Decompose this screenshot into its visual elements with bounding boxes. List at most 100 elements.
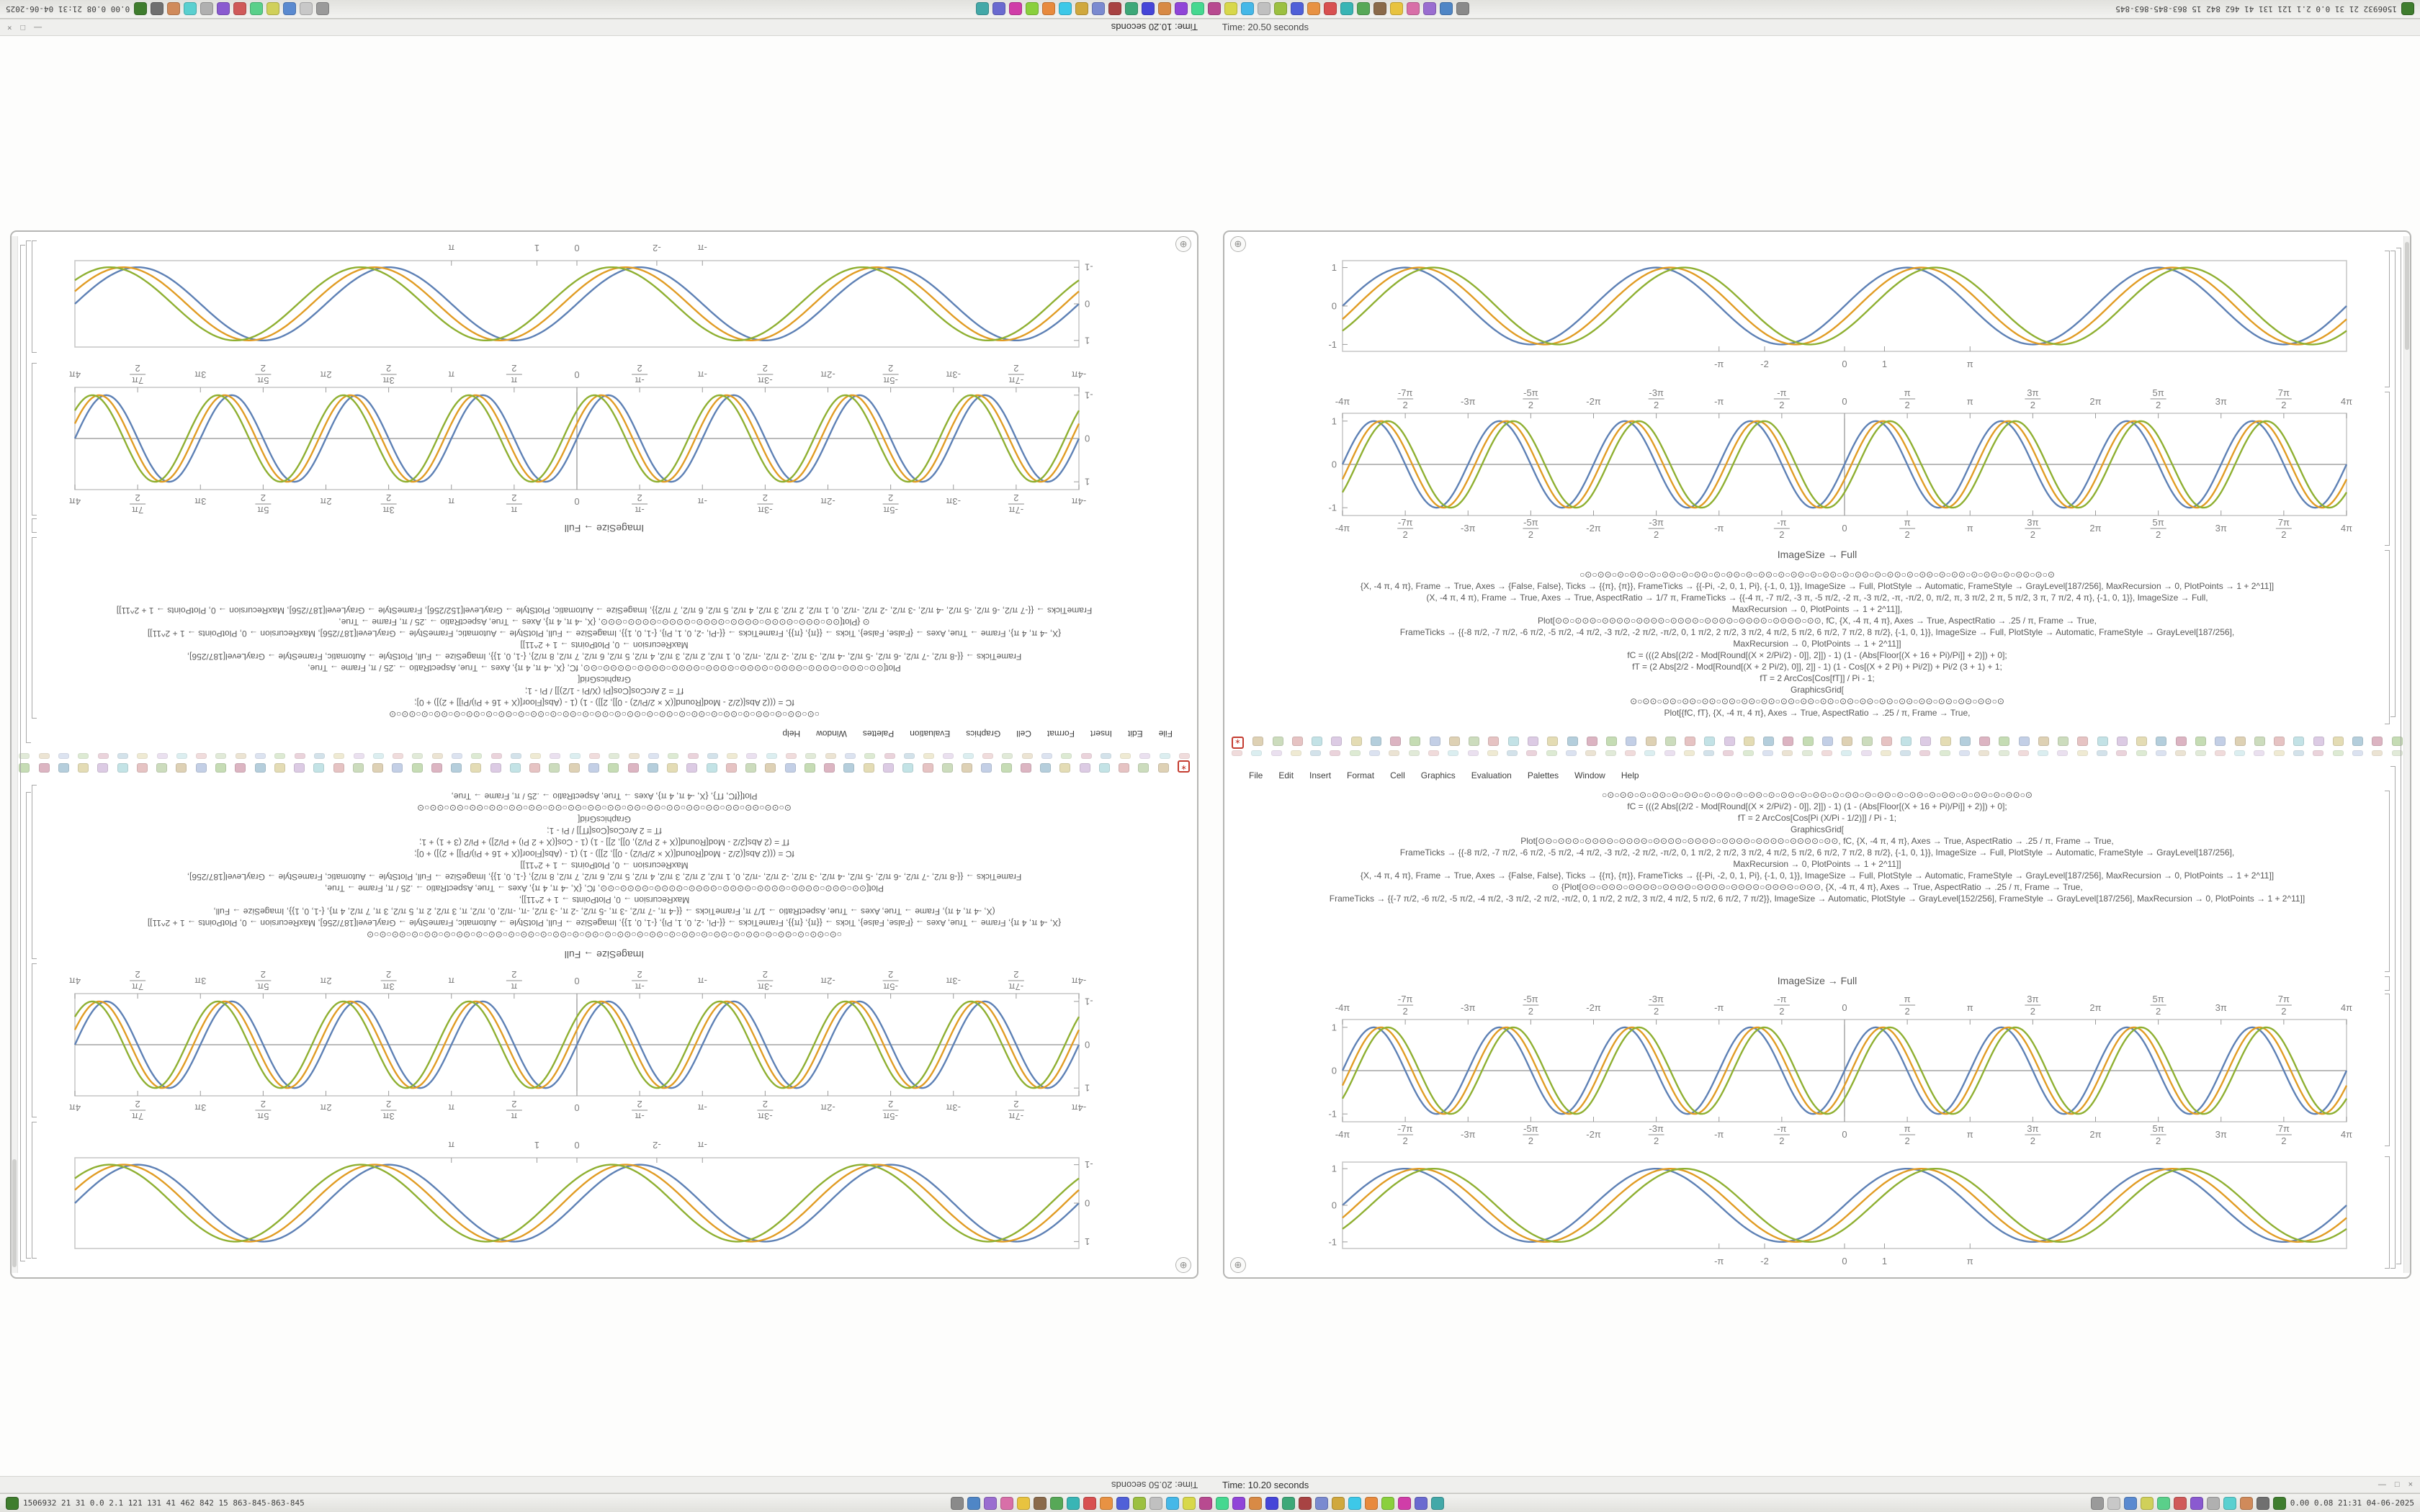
app-icon[interactable] — [2272, 1496, 2286, 1510]
mini-icon[interactable] — [274, 763, 285, 773]
mini-icon[interactable] — [2018, 737, 2030, 746]
mini-icon[interactable] — [1763, 737, 1775, 746]
mini-icon[interactable] — [97, 763, 109, 773]
mini-icon[interactable] — [725, 763, 737, 773]
mini-icon[interactable] — [2057, 750, 2069, 756]
mini-icon[interactable] — [2254, 750, 2265, 756]
app-icon[interactable] — [1108, 2, 1121, 16]
mini-icon[interactable] — [1100, 753, 1111, 759]
mini-icon[interactable] — [471, 753, 483, 759]
cell-bracket[interactable] — [2385, 392, 2390, 546]
mini-icon[interactable] — [529, 763, 541, 773]
mini-icon[interactable] — [412, 753, 424, 759]
mini-icon[interactable] — [1488, 737, 1500, 746]
app-icon[interactable] — [1340, 2, 1353, 16]
mini-icon[interactable] — [1331, 737, 1343, 746]
mini-icon[interactable] — [1978, 750, 1990, 756]
mini-icon[interactable] — [1120, 753, 1131, 759]
mini-icon[interactable] — [2352, 750, 2363, 756]
app-icon[interactable] — [1050, 1496, 1064, 1510]
mini-icon[interactable] — [1624, 750, 1636, 756]
mini-icon[interactable] — [431, 763, 442, 773]
mini-icon[interactable] — [1020, 763, 1031, 773]
mini-icon[interactable] — [706, 763, 717, 773]
mini-icon[interactable] — [981, 763, 992, 773]
app-icon[interactable] — [1307, 2, 1320, 16]
app-icon[interactable] — [1282, 1496, 1296, 1510]
mini-icon[interactable] — [923, 753, 935, 759]
mini-icon[interactable] — [1842, 737, 1853, 746]
mini-icon[interactable] — [1467, 750, 1479, 756]
mini-icon[interactable] — [1743, 737, 1754, 746]
app-icon[interactable] — [1100, 1496, 1113, 1510]
menu-item[interactable]: File — [1249, 770, 1263, 780]
mini-icon[interactable] — [962, 753, 974, 759]
mini-icon[interactable] — [1547, 737, 1559, 746]
mini-icon[interactable] — [176, 763, 187, 773]
mini-icon[interactable] — [1645, 737, 1657, 746]
app-icon[interactable] — [1398, 1496, 1412, 1510]
scalloped-plot-lower[interactable]: -4π -4π -7π 2 -7π 2 -3π -3π -5π 2 -5π 2 -2π -2π -3π 2 -3… — [1309, 992, 2358, 1148]
mini-icon[interactable] — [196, 753, 207, 759]
mini-icon[interactable] — [2293, 750, 2305, 756]
mini-icon[interactable] — [2274, 737, 2285, 746]
mini-icon[interactable] — [136, 763, 148, 773]
app-icon[interactable] — [2239, 1496, 2253, 1510]
mini-icon[interactable] — [1901, 737, 1912, 746]
sine-plot-bottom[interactable]: -π -2 0 1 π -1 0 1 — [1309, 1155, 2358, 1274]
app-icon[interactable] — [266, 2, 280, 16]
mini-icon[interactable] — [1704, 737, 1716, 746]
mini-icon[interactable] — [1527, 737, 1538, 746]
mini-icon[interactable] — [1939, 750, 1950, 756]
window-controls[interactable]: — □ × — [7, 19, 42, 35]
sine-plot-top[interactable]: -π -2 0 1 π -1 0 1 — [63, 1132, 1112, 1256]
mini-icon[interactable] — [117, 753, 128, 759]
mini-icon[interactable] — [58, 753, 70, 759]
app-icon[interactable] — [1116, 1496, 1130, 1510]
mini-icon[interactable] — [550, 753, 561, 759]
notebook-window-rotated[interactable]: ⊕ ⊕ -π -2 0 1 π -1 0 1 -4π -4π -7π 2 -7π 2 -3π -3π -5π 2… — [10, 230, 1198, 1279]
mini-icon[interactable] — [746, 753, 758, 759]
mini-icon[interactable] — [843, 763, 855, 773]
mini-icon[interactable] — [883, 763, 895, 773]
mini-icon[interactable] — [766, 753, 777, 759]
menu-item[interactable]: Help — [782, 729, 801, 739]
mini-icon[interactable] — [117, 763, 128, 773]
mini-icon[interactable] — [2293, 737, 2305, 746]
mini-icon[interactable] — [588, 763, 600, 773]
mini-icon[interactable] — [1958, 750, 1970, 756]
mini-icon[interactable] — [2077, 737, 2089, 746]
mini-icon[interactable] — [1410, 737, 1421, 746]
mini-icon[interactable] — [274, 753, 286, 759]
mini-icon[interactable] — [1783, 737, 1794, 746]
app-icon[interactable] — [217, 2, 230, 16]
mini-icon[interactable] — [2017, 750, 2029, 756]
mini-icon[interactable] — [745, 763, 757, 773]
app-icon[interactable] — [233, 2, 247, 16]
app-icon[interactable] — [951, 1496, 964, 1510]
scalloped-plot-upper[interactable]: -4π -4π -7π 2 -7π 2 -3π -3π -5π 2 -5π 2 -2π -2π -3π 2 -3… — [1309, 386, 2358, 541]
mini-icon[interactable] — [1350, 737, 1362, 746]
mini-icon[interactable] — [452, 753, 463, 759]
app-icon[interactable] — [2090, 1496, 2104, 1510]
mini-icon[interactable] — [1139, 753, 1151, 759]
mini-icon[interactable] — [707, 753, 718, 759]
app-icon[interactable] — [2206, 1496, 2220, 1510]
mini-icon[interactable] — [2332, 737, 2344, 746]
cell-group-bracket[interactable] — [26, 792, 31, 1259]
app-icon[interactable] — [1365, 1496, 1379, 1510]
mini-icon[interactable] — [1330, 750, 1341, 756]
mini-icon[interactable] — [509, 763, 521, 773]
menu-item[interactable]: Palettes — [862, 729, 895, 739]
mini-icon[interactable] — [1860, 750, 1872, 756]
mini-icon[interactable] — [825, 753, 836, 759]
mini-icon[interactable] — [1566, 750, 1577, 756]
cell-bracket[interactable] — [32, 518, 37, 533]
mini-icon[interactable] — [1507, 737, 1519, 746]
app-icon[interactable] — [1025, 2, 1039, 16]
scalloped-plot-upper[interactable]: -4π -4π -7π 2 -7π 2 -3π -3π -5π 2 -5π 2 -2π -2π -3π 2 -3… — [63, 968, 1112, 1123]
mini-icon[interactable] — [1389, 750, 1400, 756]
mini-icon[interactable] — [294, 753, 305, 759]
menu-item[interactable]: Help — [1621, 770, 1639, 780]
mini-icon[interactable] — [1703, 750, 1715, 756]
